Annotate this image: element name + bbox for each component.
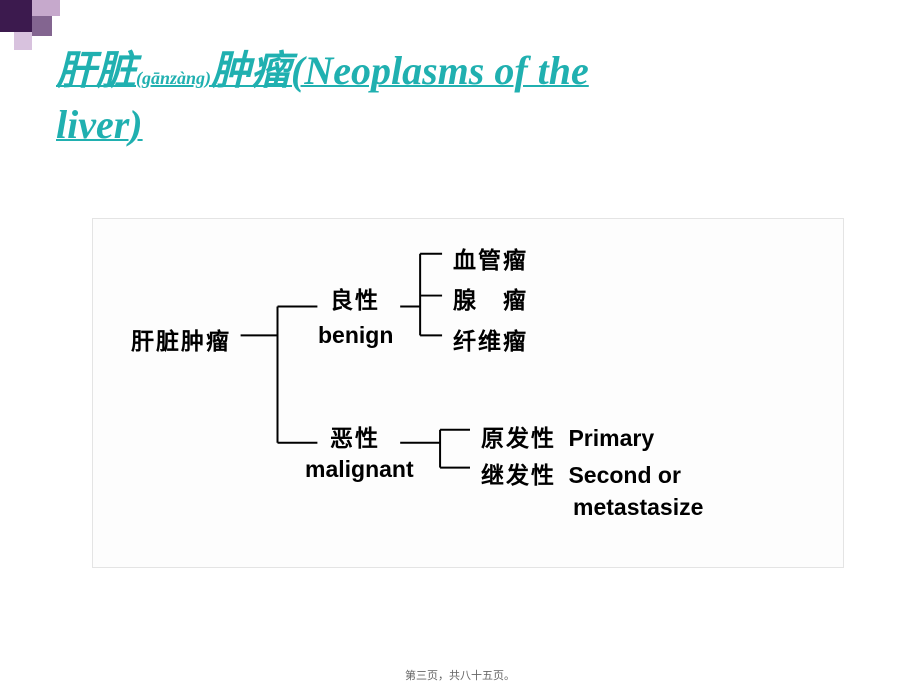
page-footer: 第三页，共八十五页。 — [0, 667, 920, 683]
mal-2-en: Second or — [568, 462, 680, 488]
benign-cn: 良性 — [330, 281, 380, 315]
malignant-item-2: 继发性 Second or — [481, 456, 681, 490]
title-line-1: 肝脏(gānzàng)肿瘤(Neoplasms of the — [56, 44, 880, 98]
root-label: 肝脏肿瘤 — [131, 322, 231, 356]
title-part1: 肝脏 — [56, 48, 136, 93]
title-part2: 肿瘤(Neoplasms of the — [211, 48, 589, 93]
mal-2-cn: 继发性 — [481, 462, 556, 488]
deco-sq-1 — [0, 0, 32, 32]
deco-sq-2 — [32, 0, 60, 16]
deco-sq-3 — [14, 32, 32, 50]
malignant-item-1: 原发性 Primary — [481, 419, 654, 453]
malignant-cn: 恶性 — [330, 419, 380, 453]
title-pinyin: (gānzàng) — [136, 68, 211, 88]
mal-1-cn: 原发性 — [481, 425, 556, 451]
malignant-en: malignant — [305, 456, 414, 483]
benign-item-3: 纤维瘤 — [453, 322, 528, 356]
benign-en: benign — [318, 322, 393, 349]
benign-item-2: 腺 瘤 — [453, 281, 528, 315]
slide-title: 肝脏(gānzàng)肿瘤(Neoplasms of the liver) — [56, 44, 880, 152]
metastasize-label: metastasize — [573, 494, 703, 521]
deco-sq-4 — [32, 16, 52, 36]
mal-1-en: Primary — [568, 425, 654, 451]
classification-diagram: 肝脏肿瘤 良性 benign 血管瘤 腺 瘤 纤维瘤 恶性 malignant … — [92, 218, 844, 568]
benign-item-1: 血管瘤 — [453, 241, 528, 275]
title-line-2: liver) — [56, 98, 880, 152]
